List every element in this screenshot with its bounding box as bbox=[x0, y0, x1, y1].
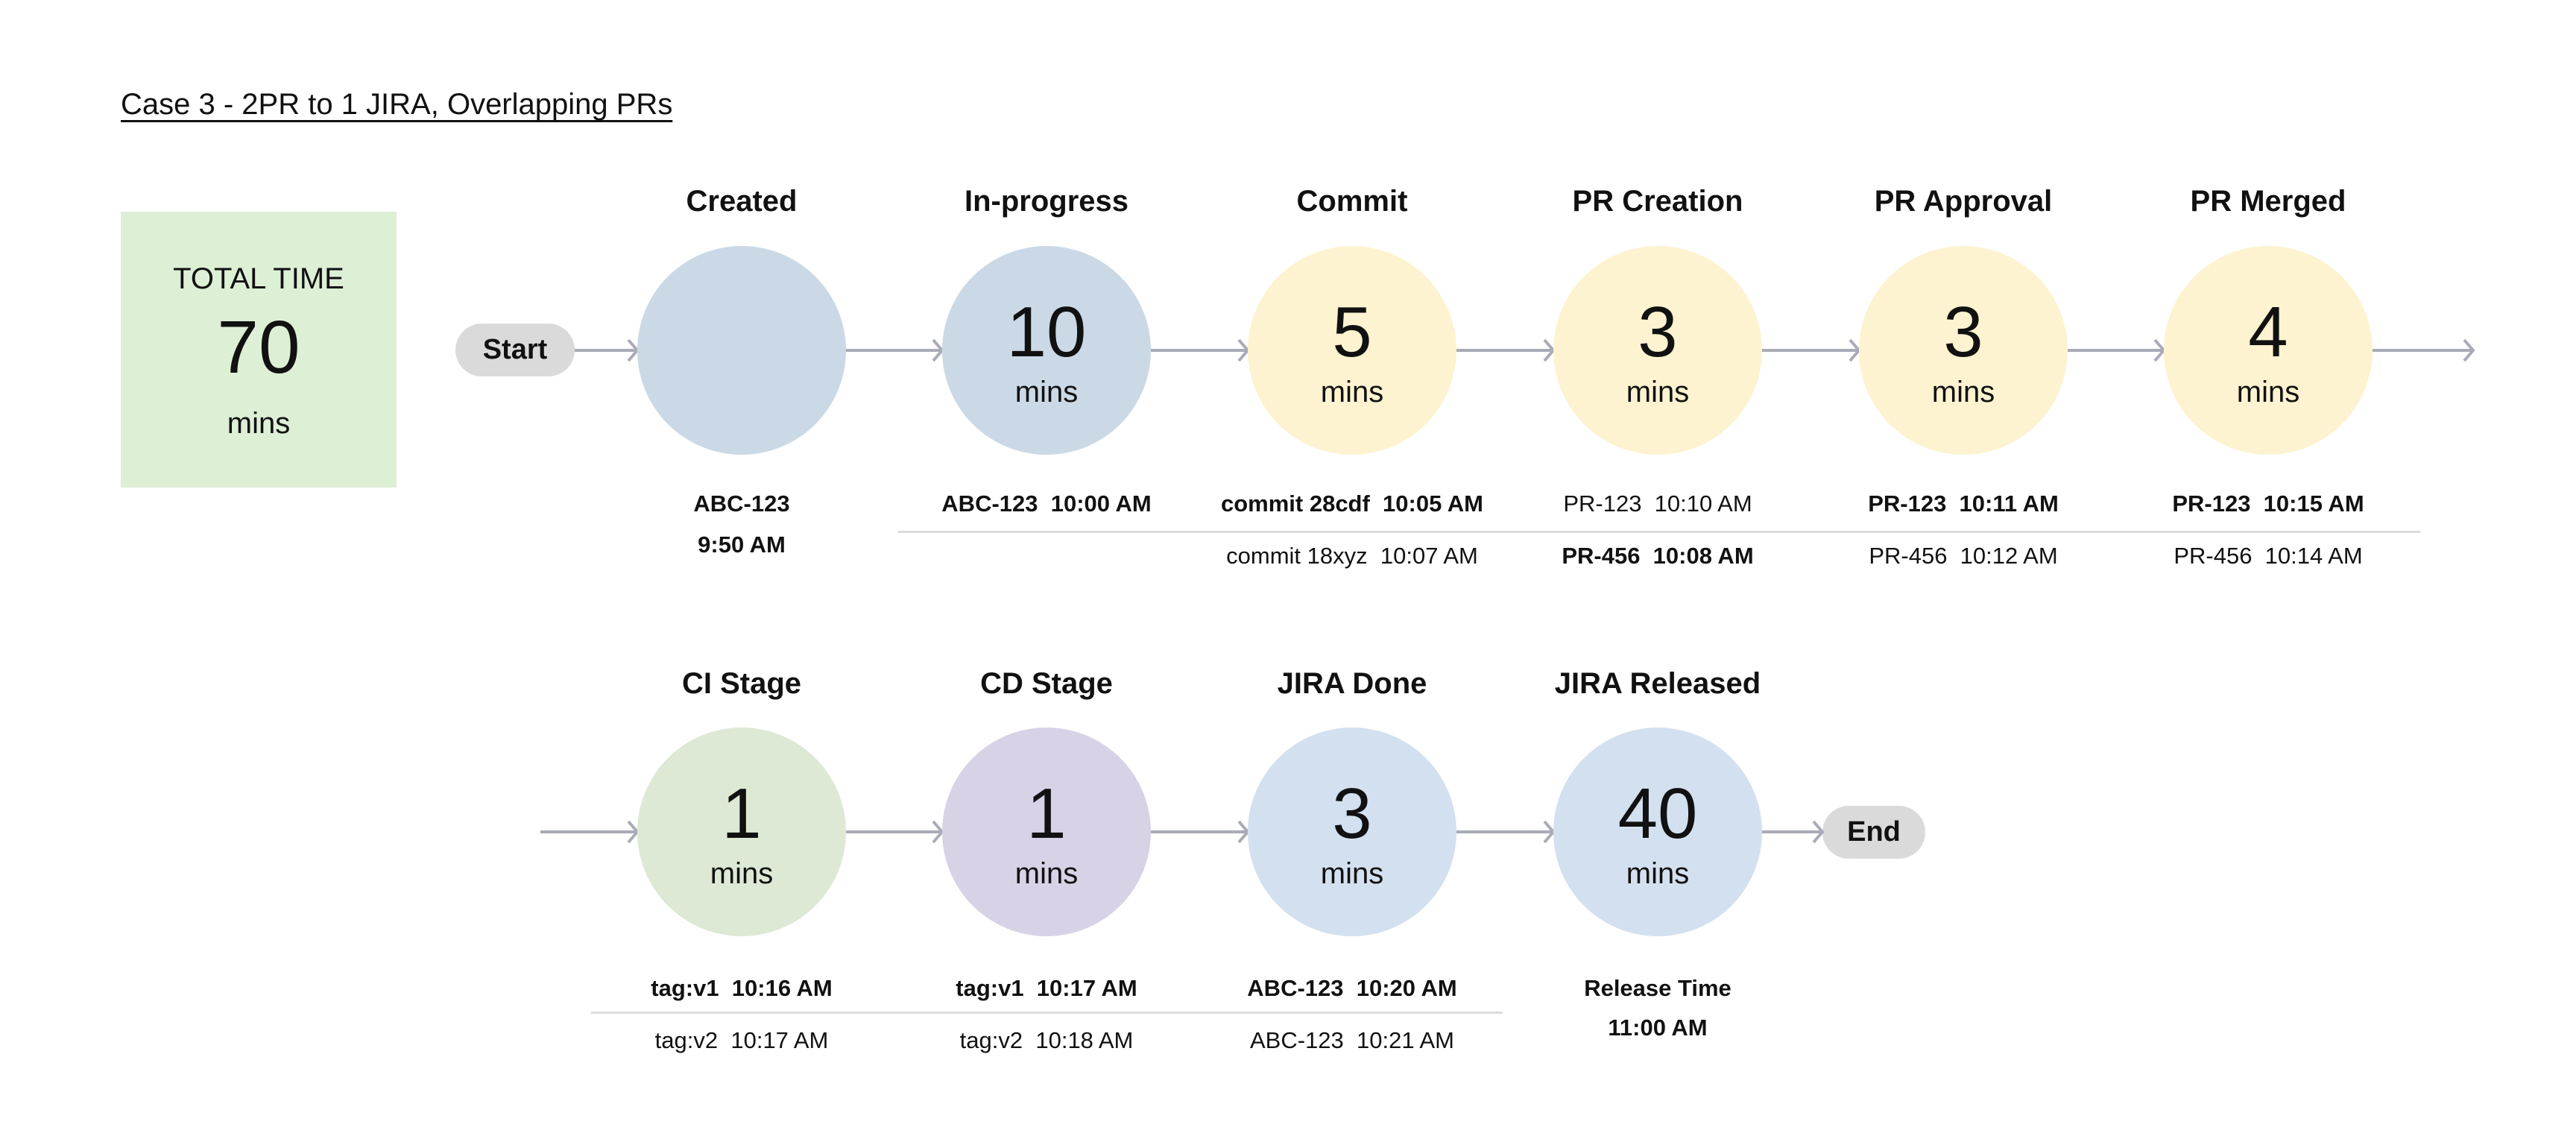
end-node: End bbox=[1822, 806, 1925, 859]
page-title: Case 3 - 2PR to 1 JIRA, Overlapping PRs bbox=[121, 88, 673, 121]
arrow-connector bbox=[846, 820, 944, 844]
stage-duration-unit: mins bbox=[2236, 376, 2300, 408]
stage-duration-value: 1 bbox=[722, 774, 762, 854]
stage-duration-value: 3 bbox=[1943, 292, 1983, 372]
stage-duration-unit: mins bbox=[1626, 857, 1690, 890]
stage-duration-value: 40 bbox=[1617, 774, 1698, 854]
stage-circle bbox=[1248, 246, 1456, 455]
stage-label: JIRA Done bbox=[1277, 667, 1427, 700]
stage-circle bbox=[2164, 246, 2373, 455]
stage-duration-unit: mins bbox=[710, 857, 774, 890]
stage-label: Commit bbox=[1296, 185, 1408, 218]
stage-event-text: ABC-123 bbox=[693, 490, 790, 517]
stage-label: PR Creation bbox=[1572, 185, 1743, 218]
stage-circle bbox=[1553, 728, 1762, 936]
stage-circle bbox=[1248, 728, 1456, 936]
start-node: Start bbox=[455, 324, 575, 376]
stage-duration-value: 10 bbox=[1006, 292, 1087, 372]
stage-duration-unit: mins bbox=[1626, 376, 1690, 408]
arrow-connector bbox=[2373, 338, 2475, 362]
stage-duration-unit: mins bbox=[1931, 376, 1995, 408]
arrow-connector bbox=[1762, 820, 1825, 844]
stage-circle bbox=[637, 728, 846, 936]
stage-duration-value: 3 bbox=[1332, 774, 1372, 854]
stage-label: JIRA Released bbox=[1554, 667, 1761, 700]
stage-duration-unit: mins bbox=[1014, 857, 1079, 890]
stage-event-text: ABC-123 10:21 AM bbox=[1250, 1027, 1454, 1053]
stage-duration-value: 4 bbox=[2248, 292, 2288, 372]
arrow-connector bbox=[846, 338, 944, 362]
stage-circle bbox=[942, 728, 1151, 936]
total-time-value: 70 bbox=[217, 306, 300, 389]
stage-event-text: commit 28cdf 10:05 AM bbox=[1220, 490, 1484, 517]
stage-label: CD Stage bbox=[980, 667, 1113, 700]
total-time-unit: mins bbox=[227, 407, 291, 440]
stage-event-text: tag:v1 10:16 AM bbox=[651, 975, 833, 1001]
stage-label: CI Stage bbox=[681, 667, 802, 700]
stage-event-text: tag:v2 10:17 AM bbox=[654, 1027, 829, 1053]
stage-duration-unit: mins bbox=[1014, 376, 1079, 408]
stage-duration-unit: mins bbox=[1320, 376, 1384, 408]
stage-duration-unit: mins bbox=[1320, 857, 1384, 890]
stage-event-text: 9:50 AM bbox=[698, 531, 786, 558]
row1-separator bbox=[898, 531, 2420, 533]
stage-circle bbox=[1553, 246, 1762, 455]
arrow-connector bbox=[1456, 820, 1556, 844]
stage-duration-value: 1 bbox=[1026, 774, 1067, 854]
stage-label: PR Merged bbox=[2190, 185, 2346, 218]
stage-circle bbox=[942, 246, 1151, 455]
arrow-connector bbox=[540, 820, 640, 844]
stage-event-text: PR-123 10:10 AM bbox=[1563, 490, 1752, 517]
stage-label: Created bbox=[686, 185, 798, 218]
arrow-connector bbox=[575, 338, 640, 362]
stage-event-text: Release Time bbox=[1584, 975, 1731, 1001]
total-time-box: TOTAL TIME 70 mins bbox=[121, 212, 397, 488]
stage-duration-value: 5 bbox=[1332, 292, 1372, 372]
stage-label: In-progress bbox=[964, 185, 1129, 218]
stage-event-text: PR-123 10:15 AM bbox=[2172, 490, 2364, 517]
arrow-connector bbox=[1151, 338, 1250, 362]
arrow-connector bbox=[1151, 820, 1250, 844]
stage-event-text: 11:00 AM bbox=[1608, 1015, 1708, 1041]
stage-circle bbox=[1859, 246, 2068, 455]
stage-event-text: tag:v1 10:17 AM bbox=[956, 975, 1137, 1001]
stage-event-text: tag:v2 10:18 AM bbox=[959, 1027, 1134, 1053]
arrow-connector bbox=[1762, 338, 1861, 362]
stage-duration-value: 3 bbox=[1638, 292, 1678, 372]
stage-event-text: ABC-123 10:00 AM bbox=[941, 490, 1152, 517]
stage-event-text: ABC-123 10:20 AM bbox=[1247, 975, 1457, 1001]
stage-event-text: PR-456 10:12 AM bbox=[1869, 543, 2058, 569]
stage-circle bbox=[637, 246, 846, 455]
stage-event-text: PR-123 10:11 AM bbox=[1868, 490, 2059, 517]
total-time-label: TOTAL TIME bbox=[173, 262, 344, 295]
stage-event-text: commit 18xyz 10:07 AM bbox=[1226, 543, 1478, 569]
row2-separator bbox=[591, 1012, 1503, 1014]
stage-event-text: PR-456 10:08 AM bbox=[1562, 543, 1754, 569]
stage-event-text: PR-456 10:14 AM bbox=[2174, 543, 2363, 569]
stage-label: PR Approval bbox=[1874, 185, 2053, 218]
arrow-connector bbox=[1456, 338, 1556, 362]
arrow-connector bbox=[2068, 338, 2166, 362]
